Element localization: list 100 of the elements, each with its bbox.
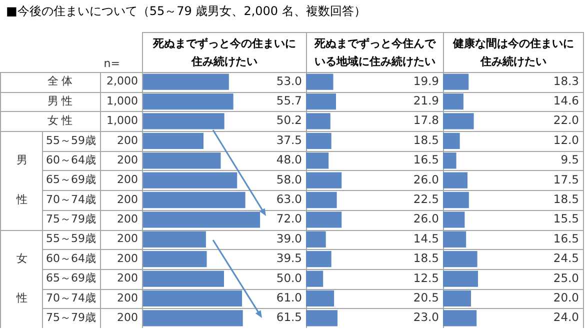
data-label: 9.5 — [560, 152, 579, 167]
data-label: 15.5 — [553, 212, 579, 226]
data-label: 22.0 — [553, 113, 579, 128]
bar — [142, 132, 204, 149]
chart-title: ■今後の住まいについて（55～79 歳男女、2,000 名、複数回答） — [6, 3, 366, 20]
text: 200 — [117, 134, 138, 147]
data-label: 19.9 — [413, 74, 439, 88]
text: 200 — [117, 272, 138, 285]
bar — [306, 290, 334, 307]
bar — [306, 310, 338, 326]
bar — [443, 132, 460, 149]
bar — [306, 231, 326, 248]
data-label: 72.0 — [276, 212, 302, 226]
text: 2,000 — [106, 74, 138, 88]
y-tick-label: 75～79歳 — [46, 311, 96, 324]
data-label: 50.2 — [276, 113, 302, 128]
bar — [306, 93, 336, 110]
data-label: 12.5 — [413, 270, 439, 285]
chart-subtitle: 死ぬまでずっと今住んでいる地域に住み続けたい — [306, 32, 444, 72]
y-tick-label: 75～79歳 — [46, 212, 96, 226]
bar — [142, 270, 224, 287]
bar — [142, 192, 246, 208]
data-label: 63.0 — [276, 192, 302, 206]
bar — [443, 251, 478, 268]
text: 200 — [117, 291, 138, 304]
data-label: 50.0 — [276, 270, 302, 285]
data-label: 21.9 — [413, 94, 439, 108]
y-tick-label: 65～69歳 — [46, 173, 96, 186]
bar — [306, 113, 330, 130]
y-tick-label: 全 体 — [47, 74, 73, 88]
bar — [306, 192, 337, 208]
data-label: 39.5 — [276, 251, 302, 266]
text: 200 — [117, 212, 138, 226]
bar — [306, 251, 332, 268]
text: 男 — [16, 153, 28, 166]
bar — [443, 270, 478, 287]
data-label: 18.5 — [413, 251, 439, 266]
bar — [142, 310, 243, 326]
bar — [443, 192, 469, 208]
bar — [142, 231, 206, 248]
bar — [443, 172, 468, 188]
bar — [142, 93, 234, 110]
text: 1,000 — [106, 114, 138, 128]
bar — [306, 152, 329, 169]
bar — [142, 172, 238, 188]
text: 200 — [117, 192, 138, 206]
text: 200 — [117, 252, 138, 265]
bar — [306, 74, 334, 90]
data-label: 16.5 — [413, 152, 439, 167]
y-tick-label: 60～64歳 — [46, 153, 96, 166]
y-tick-label: 60～64歳 — [46, 252, 96, 265]
data-label: 55.7 — [276, 94, 302, 108]
data-label: 22.5 — [413, 192, 439, 206]
text: n= — [104, 57, 120, 70]
bar — [306, 270, 324, 287]
data-label: 16.5 — [553, 231, 579, 246]
data-label: 61.0 — [276, 290, 302, 304]
bar — [306, 172, 342, 188]
data-label: 24.5 — [553, 251, 579, 266]
data-label: 24.0 — [553, 310, 579, 324]
data-label: 53.0 — [276, 74, 302, 88]
bar — [443, 212, 465, 228]
bar — [443, 74, 469, 90]
text: 200 — [117, 153, 138, 166]
data-label: 58.0 — [276, 172, 302, 186]
bar — [443, 231, 466, 248]
data-label: 26.0 — [413, 212, 439, 226]
y-tick-label: 70～74歳 — [46, 291, 96, 304]
bar — [443, 113, 474, 130]
bar — [142, 251, 207, 268]
chart-subtitle: 健康な間は今の住まいに住み続けたい — [443, 32, 584, 72]
text: 1,000 — [106, 94, 138, 108]
data-label: 26.0 — [413, 172, 439, 186]
text: 200 — [117, 173, 138, 186]
text: 性 — [16, 192, 28, 206]
bar — [443, 93, 464, 110]
bar — [142, 152, 221, 169]
y-tick-label: 男 性 — [47, 94, 73, 108]
y-tick-label: 女 性 — [47, 114, 73, 128]
text: 200 — [117, 311, 138, 324]
bar — [306, 212, 342, 228]
data-label: 61.5 — [276, 310, 302, 324]
y-tick-label: 70～74歳 — [46, 192, 96, 206]
data-label: 25.0 — [553, 270, 579, 285]
bar — [142, 74, 229, 90]
text: 200 — [117, 232, 138, 246]
y-tick-label: 55～59歳 — [46, 134, 96, 147]
chart-subtitle: 死ぬまでずっと今の住まいに住み続けたい — [142, 32, 307, 72]
text: 性 — [16, 291, 28, 304]
data-label: 17.5 — [553, 172, 579, 186]
bar — [443, 310, 477, 326]
data-label: 37.5 — [276, 132, 302, 147]
data-label: 14.5 — [413, 231, 439, 246]
data-label: 48.0 — [276, 152, 302, 167]
y-tick-label: 65～69歳 — [46, 272, 96, 285]
data-label: 20.0 — [553, 290, 579, 304]
bar — [142, 212, 260, 228]
bar — [142, 290, 242, 307]
bar — [443, 290, 471, 307]
data-label: 39.0 — [276, 231, 302, 246]
